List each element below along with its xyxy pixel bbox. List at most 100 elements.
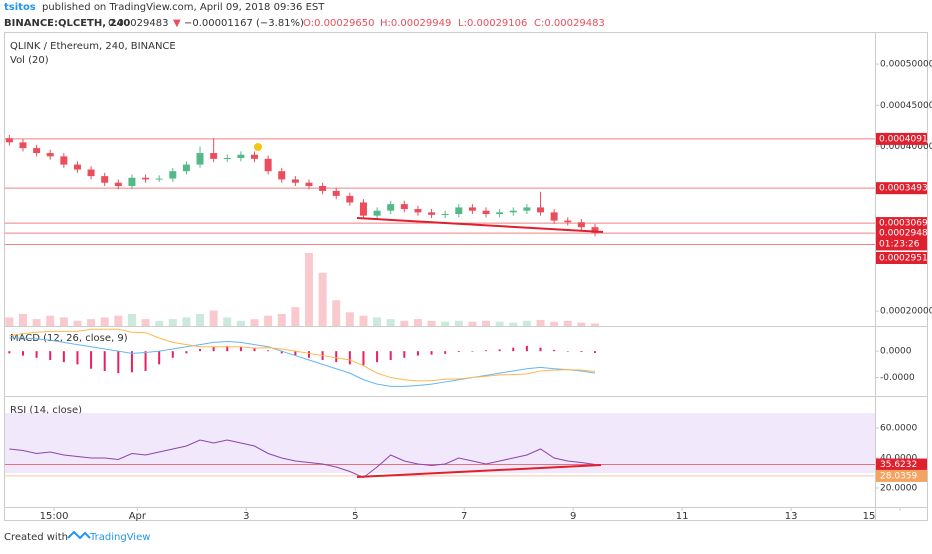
price-label: 0.00029483 [879,229,932,239]
x-tick-label: 7 [461,511,467,522]
volume-bar [250,319,259,326]
volume-bar [32,319,41,326]
candle-body [359,202,367,216]
candle-body [537,207,545,213]
x-tick-label: 11 [676,511,689,522]
volume-bar [209,310,218,326]
candle-body [33,148,41,154]
macd-histogram-bar [593,351,596,353]
price-label-box [876,252,927,264]
volume-bar [141,319,150,326]
volume-bar [73,320,82,326]
macd-histogram-bar [416,351,419,356]
macd-title: MACD (12, 26, close, 9) [10,333,128,344]
volume-bar [223,317,232,326]
candle-body [591,227,599,233]
candle-body [87,169,95,177]
y-tick-label: 0.00045000 [880,101,932,111]
volume-bar [509,322,518,326]
macd-line [9,337,596,387]
rsi-label-box [876,458,927,471]
macd-histogram-bar [485,350,488,352]
chart-frame [4,32,928,521]
price-label: 0.00040916 [879,134,932,144]
candle-body [278,171,286,180]
macd-histogram-bar [498,349,501,352]
x-tick-label: 3 [243,511,249,522]
volume-bar [196,313,205,326]
candle-body [414,209,422,213]
volume-bar [345,312,354,326]
candle-body [128,177,136,186]
macd-histogram-bar [253,347,256,352]
x-tick-label: 13 [785,511,798,522]
candle-body [264,158,272,172]
macd-histogram-bar [21,351,24,356]
candle-body [196,153,204,165]
volume-bar [236,320,245,326]
macd-histogram-bar [430,351,433,355]
macd-histogram-bar [362,351,365,366]
price-label: 01:23:26 [879,240,920,250]
candle-body [496,212,504,214]
macd-histogram-bar [62,351,65,363]
volume-bar [264,315,273,326]
macd-histogram-bar [171,351,174,358]
macd-histogram-bar [130,351,133,373]
volume-bar [563,320,572,326]
candle-body [441,214,449,215]
volume-bar [373,317,382,326]
macd-histogram-bar [566,351,569,352]
candle-body [114,182,122,186]
macd-histogram-bar [307,351,310,358]
candle-body [305,182,313,186]
macd-histogram-bar [76,351,79,365]
candle-body [46,153,54,157]
macd-histogram-bar [185,351,188,354]
volume-title: Vol (20) [10,55,49,66]
macd-histogram-bar [267,350,270,352]
macd-line [9,328,596,382]
price-label: 0.00034936 [879,184,932,194]
price-label: 0.00029511 [879,254,932,264]
macd-histogram-bar [239,346,242,352]
volume-bar [468,321,477,326]
candle-body [319,186,327,191]
macd-histogram-bar [226,345,229,352]
chart-title: QLINK / Ethereum, 240, BINANCE [10,41,176,52]
open: O:0.00029650 [303,18,375,29]
author: tsitos [4,2,36,13]
trend-line [356,464,602,478]
candle-body [101,176,109,183]
y-tick-label: 20.0000 [880,483,917,493]
macd-histogram-bar [8,351,11,354]
volume-bar [359,315,368,326]
logo [67,530,91,540]
candle-body [169,171,177,179]
x-tick-label: 5 [352,511,358,522]
volume-bar [155,320,164,326]
price-label-box [876,182,927,195]
candle-body [332,190,340,196]
volume-bar [332,300,341,326]
macd-histogram-bar [376,351,379,363]
candle-body [428,212,436,215]
rsi-label-box [876,469,927,482]
volume-bar [454,320,463,326]
macd-histogram-bar [158,351,161,365]
macd-histogram-bar [212,346,215,352]
rsi-line [9,439,596,479]
y-tick-label: 60.0000 [880,424,917,434]
y-tick-label: 0.00040000 [880,142,932,152]
volume-bar [46,315,55,326]
last: 0.00029483 [108,18,168,29]
price-label: 0.00030698 [879,219,932,229]
volume-bar [386,319,395,326]
y-tick-label: 0.00050000 [880,60,932,70]
volume-bar [87,319,96,326]
macd-histogram-bar [403,351,406,358]
macd-histogram-bar [35,351,38,358]
rsi-title: RSI (14, close) [10,405,82,416]
y-tick-label: 40.0000 [880,453,917,463]
candle-body [550,212,558,221]
